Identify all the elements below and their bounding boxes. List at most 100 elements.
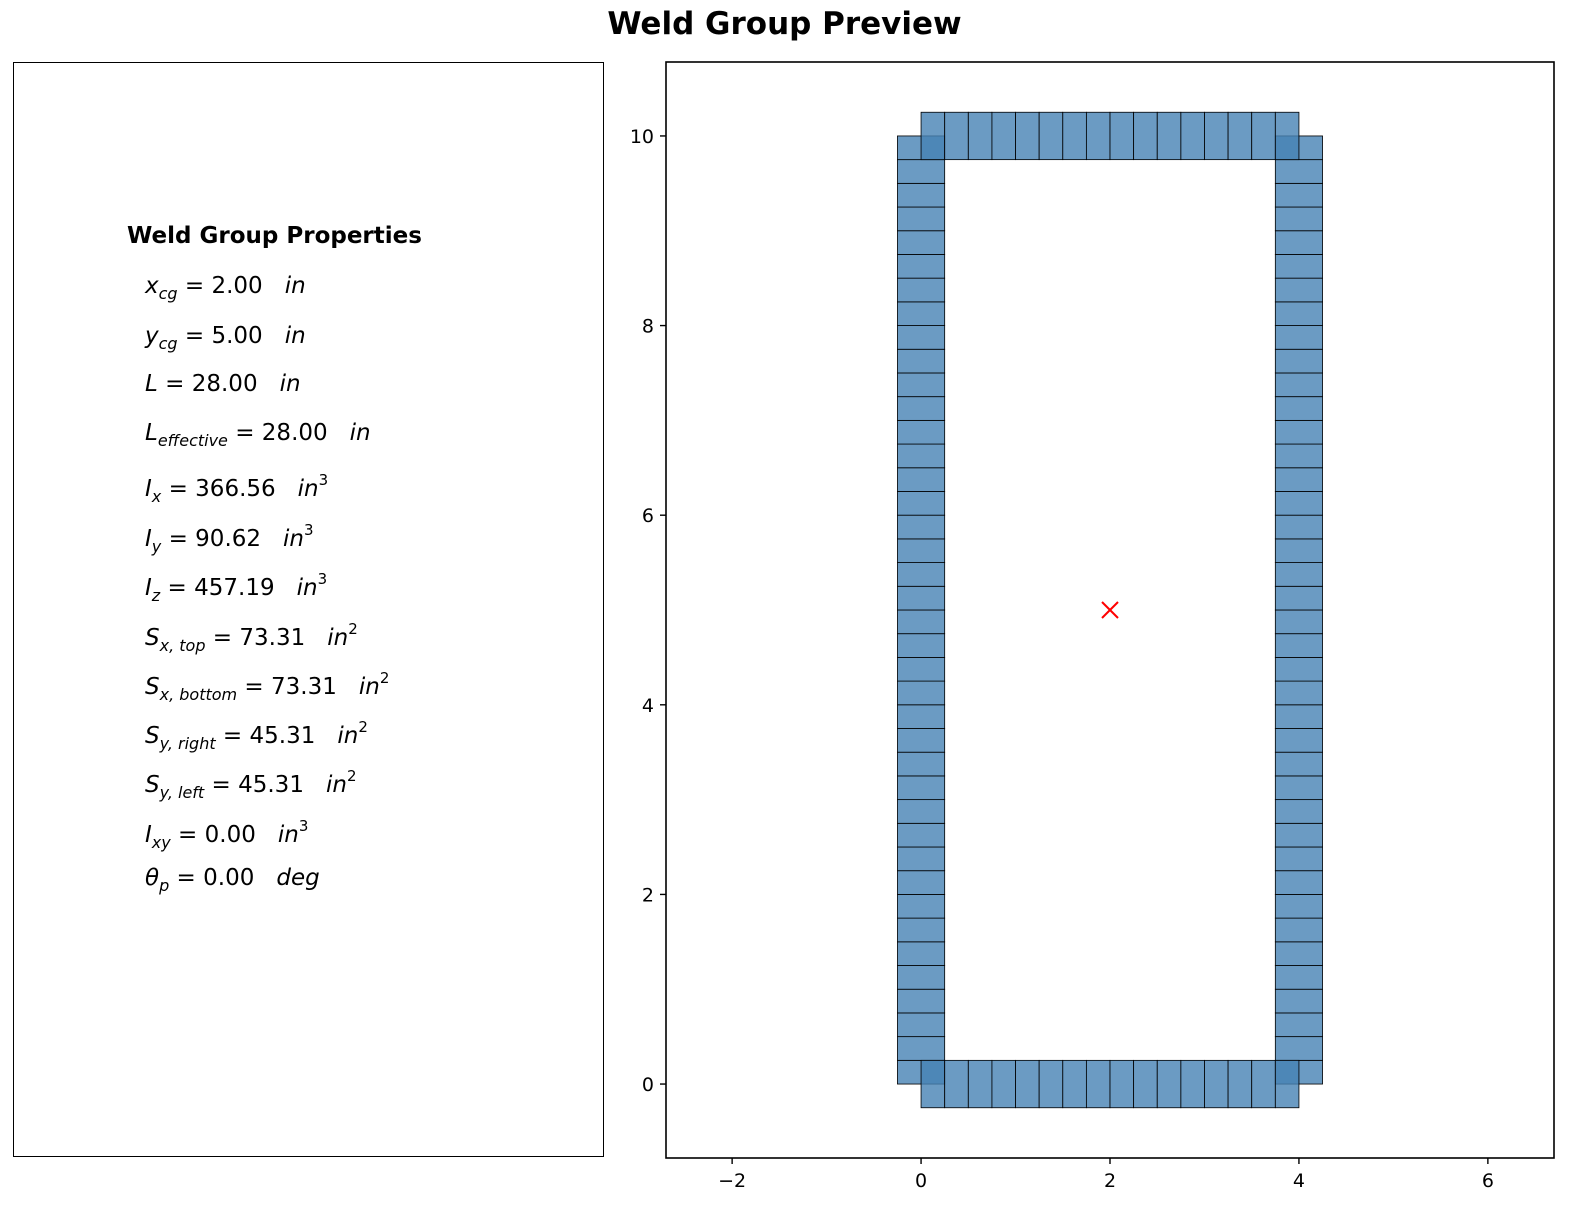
weld-element [897,206,946,232]
weld-element [1274,965,1323,990]
x-tick-label: 6 [1482,1170,1494,1192]
weld-element [897,159,946,184]
weld-segment-left [897,135,946,1085]
property-unit: in [296,575,318,601]
property-unit: deg [276,865,320,891]
x-tick-label: 0 [915,1170,927,1192]
weld-element [1274,609,1323,635]
property-row: Sy, right = 45.31 in2 [145,718,368,753]
property-symbol: L [145,371,158,397]
weld-element [1180,1059,1205,1109]
weld-element [897,514,946,540]
weld-element [1274,562,1323,587]
property-symbol: I [145,575,152,601]
axis-ticks: −2 0 2 4 6 0 2 4 6 8 10 [630,126,1494,1192]
unit-exponent: 3 [304,521,314,539]
property-row: Ixy = 0.00 in3 [145,817,308,852]
unit-exponent: 2 [346,767,357,785]
property-subscript: cg [158,284,178,303]
property-symbol: I [145,526,152,552]
weld-element [897,751,946,777]
weld-element [897,965,946,990]
weld-element [897,941,946,966]
property-row: ycg = 5.00 in [145,323,306,353]
weld-element [1227,1059,1253,1109]
weld-element [1274,443,1323,469]
unit-exponent: 2 [358,718,368,736]
unit-exponent: 2 [379,669,390,687]
property-value: 73.31 [239,625,306,651]
unit-exponent: 2 [348,620,358,638]
property-unit: in [284,273,306,299]
weld-element [897,704,946,729]
weld-element [897,254,946,279]
weld-element [1038,111,1064,161]
weld-element [897,1012,946,1038]
weld-element [897,846,946,872]
property-subscript: x, bottom [159,685,238,704]
property-symbol: S [145,723,160,749]
weld-element [1156,1059,1182,1109]
weld-segment-bottom [920,1059,1300,1109]
weld-element [1274,657,1323,682]
weld-element [1274,775,1323,801]
weld-element [1274,467,1323,492]
weld-element [897,988,946,1014]
property-row: Iz = 457.19 in3 [145,570,327,605]
x-tick-label: 2 [1104,1170,1116,1192]
property-unit: in [337,723,359,749]
property-row: xcg = 2.00 in [145,273,306,303]
weld-element [897,325,946,350]
weld-element [1274,372,1323,398]
property-value: 28.00 [191,371,258,397]
property-unit: in [284,323,306,349]
weld-element [897,609,946,635]
weld-element [944,1059,969,1109]
weld-element [897,680,946,706]
property-row: L = 28.00 in [145,371,301,397]
weld-element [1274,325,1323,350]
weld-element [897,396,946,421]
weld-element [1274,1012,1323,1038]
property-subscript: effective [157,431,228,450]
y-tick-label: 0 [642,1074,654,1096]
property-subscript: cg [158,334,178,353]
centroid-marker [1101,601,1119,619]
weld-element [1015,1059,1040,1109]
weld-element [1274,1059,1300,1109]
weld-element [1274,728,1323,753]
weld-element [897,917,946,943]
x-tick-label: 4 [1293,1170,1305,1192]
weld-element [1180,111,1205,161]
property-subscript: y [151,537,162,556]
weld-element [1274,277,1323,303]
weld-element [1156,111,1182,161]
property-symbol: θ [145,865,160,891]
weld-element [944,111,969,161]
figure-title: Weld Group Preview [607,6,962,42]
property-symbol: x [145,273,159,299]
weld-element [1274,301,1323,326]
y-tick-label: 10 [630,126,654,148]
weld-element [1274,230,1323,255]
property-symbol: I [145,822,152,848]
property-unit: in [349,420,371,446]
weld-element [897,443,946,469]
weld-element [1062,1059,1087,1109]
property-value: 45.31 [238,772,304,798]
weld-element [967,1059,993,1109]
weld-element [1062,111,1087,161]
weld-element [1274,846,1323,872]
weld-element [1274,751,1323,777]
y-tick-label: 6 [642,505,654,527]
property-unit: in [327,625,349,651]
weld-element [1038,1059,1064,1109]
weld-element [897,870,946,895]
property-subscript: x [151,487,162,506]
unit-exponent: 3 [318,471,329,489]
y-tick-label: 2 [642,884,654,906]
property-symbol: y [145,323,159,349]
property-unit: in [283,526,304,552]
weld-element [897,230,946,255]
